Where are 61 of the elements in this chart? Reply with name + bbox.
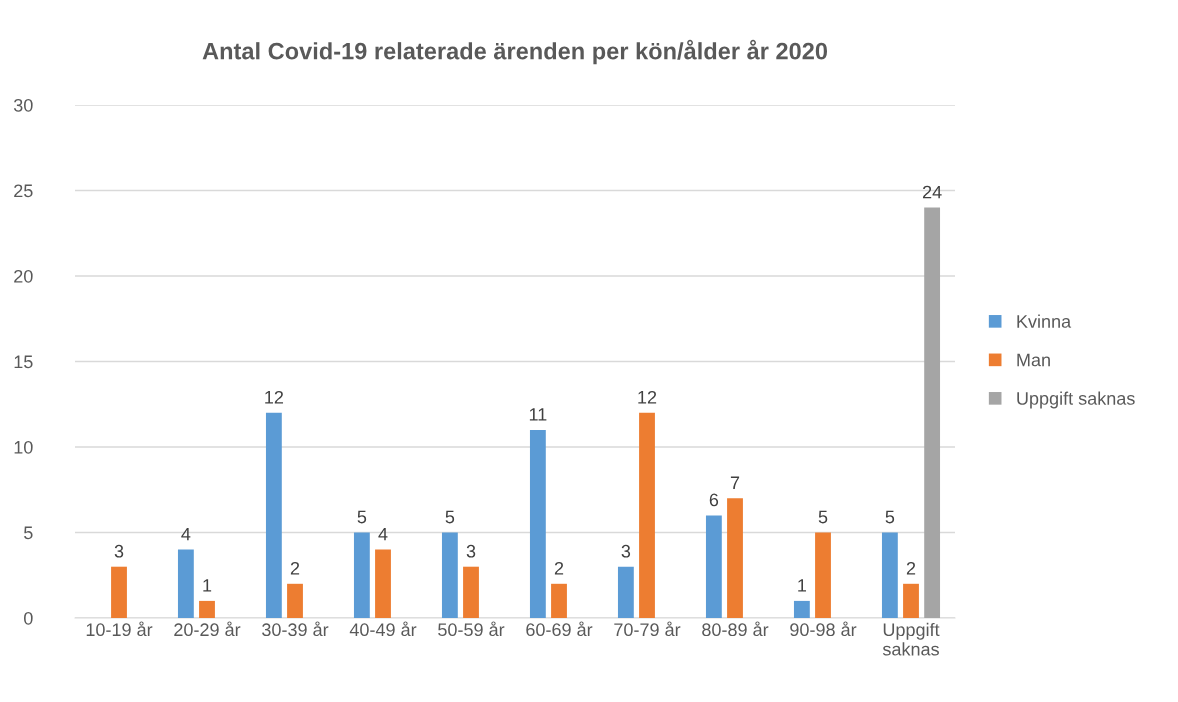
data-label: 11 <box>529 408 547 421</box>
bar <box>287 583 303 618</box>
x-tick-label: Uppgift saknas <box>882 622 940 656</box>
bar <box>463 566 479 618</box>
data-label: 3 <box>466 544 476 558</box>
data-label: 5 <box>357 510 367 524</box>
x-tick-label: 20-29 år <box>174 621 241 637</box>
legend-label: Kvinna <box>1017 314 1072 328</box>
chart-title: Antal Covid-19 relaterade ärenden per kön/ålder år 2020 <box>202 39 828 65</box>
bar <box>903 583 919 618</box>
bar <box>111 566 127 618</box>
legend-label: Uppgift saknas <box>1017 391 1135 409</box>
bar <box>177 549 194 618</box>
legend-label: Man <box>1017 353 1050 367</box>
bar <box>793 600 810 618</box>
bar <box>353 532 370 618</box>
data-label: 5 <box>445 510 455 524</box>
bar <box>617 566 634 618</box>
bar <box>639 412 655 618</box>
data-label: 5 <box>885 510 895 524</box>
y-tick-label: 20 <box>14 269 33 283</box>
data-label: 6 <box>709 493 719 507</box>
y-tick-label: 30 <box>13 98 33 112</box>
bar <box>441 532 458 618</box>
data-label: 5 <box>818 510 828 524</box>
data-label: 24 <box>922 185 942 199</box>
x-tick-label: 70-79 år <box>614 621 681 637</box>
data-label: 12 <box>638 390 657 404</box>
y-tick-label: 0 <box>24 611 33 625</box>
x-tick-label: 30-39 år <box>262 621 329 637</box>
data-label: 2 <box>554 561 564 575</box>
bar <box>551 583 567 618</box>
bar <box>815 532 831 618</box>
bar <box>924 207 941 618</box>
x-tick-label: 10-19 år <box>86 621 153 637</box>
y-tick-label: 5 <box>24 526 33 540</box>
bar <box>265 412 282 618</box>
x-tick-label: 90-98 år <box>790 621 857 637</box>
bar <box>705 515 722 618</box>
data-label: 7 <box>730 476 740 489</box>
x-tick-label: 50-59 år <box>438 621 505 637</box>
y-tick-label: 10 <box>14 440 33 454</box>
bar <box>529 429 546 618</box>
bar <box>727 498 743 618</box>
data-label: 3 <box>114 544 124 558</box>
data-label: 4 <box>378 527 388 541</box>
x-tick-label: 60-69 år <box>526 621 593 637</box>
bar <box>199 600 215 618</box>
bar <box>375 549 391 618</box>
data-label: 1 <box>798 579 807 592</box>
y-tick-label: 15 <box>14 355 33 369</box>
data-label: 3 <box>621 544 631 558</box>
data-label: 2 <box>906 561 916 575</box>
data-label: 4 <box>181 527 191 541</box>
bar <box>881 532 898 618</box>
x-tick-label: 80-89 år <box>702 621 769 637</box>
y-tick-label: 25 <box>14 184 33 198</box>
data-label: 12 <box>265 390 284 404</box>
data-label: 2 <box>290 561 300 575</box>
x-tick-label: 40-49 år <box>349 621 417 637</box>
data-label: 1 <box>203 579 212 592</box>
